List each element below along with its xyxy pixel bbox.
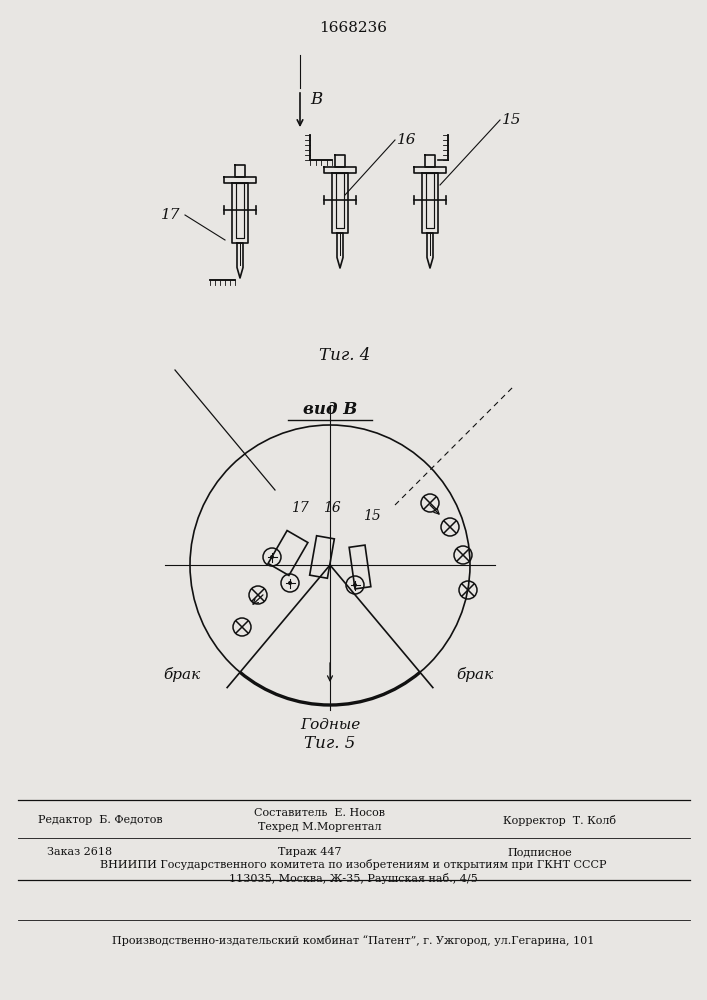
- Text: 17: 17: [160, 208, 180, 222]
- Circle shape: [288, 581, 292, 585]
- Text: Техред М.Моргентал: Техред М.Моргентал: [258, 822, 382, 832]
- Text: Τиг. 5: Τиг. 5: [304, 734, 356, 752]
- Text: 15: 15: [502, 113, 522, 127]
- Text: 113035, Москва, Ж-35, Раушская наб., 4/5: 113035, Москва, Ж-35, Раушская наб., 4/5: [228, 872, 477, 884]
- Circle shape: [353, 583, 357, 587]
- Text: 17: 17: [291, 501, 309, 515]
- Text: Заказ 2618: Заказ 2618: [47, 847, 112, 857]
- Text: Τиг. 4: Τиг. 4: [320, 347, 370, 363]
- Text: брак: брак: [457, 668, 493, 682]
- Text: Производственно-издательский комбинат “Патент”, г. Ужгород, ул.Гегарина, 101: Производственно-издательский комбинат “П…: [112, 934, 594, 946]
- Text: 16: 16: [397, 133, 416, 147]
- Circle shape: [270, 555, 274, 559]
- Text: 15: 15: [363, 509, 381, 523]
- Text: В: В: [310, 92, 322, 108]
- Text: 1668236: 1668236: [319, 21, 387, 35]
- Text: 16: 16: [323, 501, 341, 515]
- Text: Корректор  Т. Колб: Корректор Т. Колб: [503, 814, 617, 826]
- Text: Составитель  Е. Носов: Составитель Е. Носов: [255, 808, 385, 818]
- Text: Подписное: Подписное: [508, 847, 573, 857]
- Text: брак: брак: [163, 668, 201, 682]
- Text: Редактор  Б. Федотов: Редактор Б. Федотов: [37, 815, 163, 825]
- Text: Годные: Годные: [300, 718, 360, 732]
- Text: ВНИИПИ Государственного комитета по изобретениям и открытиям при ГКНТ СССР: ВНИИПИ Государственного комитета по изоб…: [100, 859, 606, 870]
- Text: Тираж 447: Тираж 447: [279, 847, 341, 857]
- Text: вид В: вид В: [303, 401, 357, 418]
